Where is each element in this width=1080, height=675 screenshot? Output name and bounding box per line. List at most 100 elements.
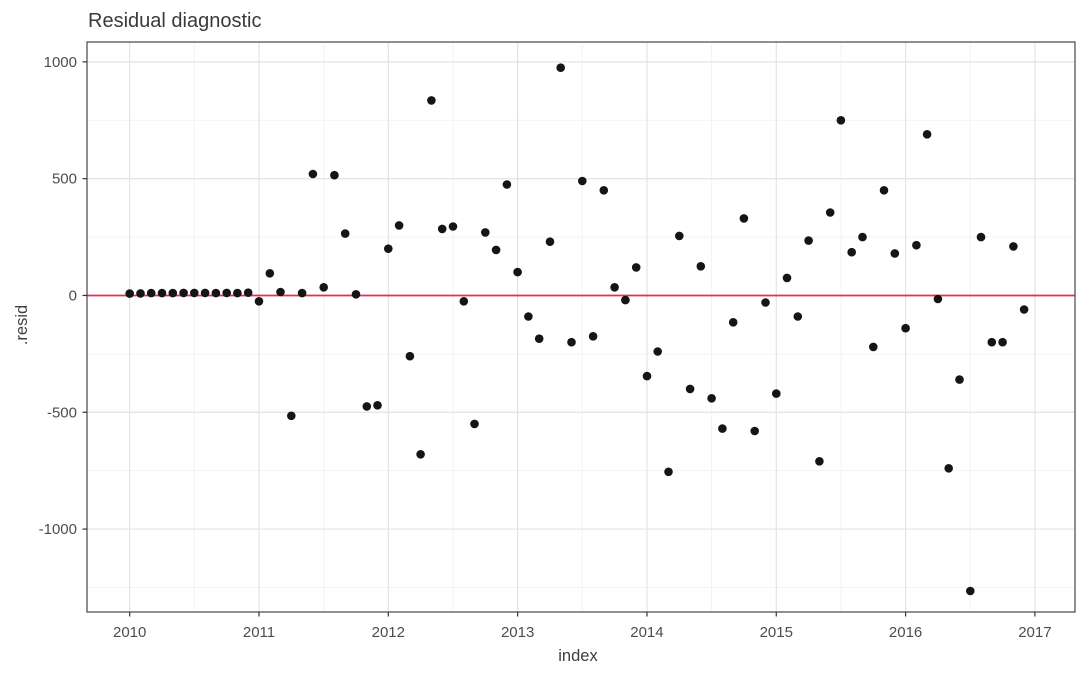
data-point [297, 288, 307, 298]
x-tick-label: 2014 [630, 624, 663, 641]
y-tick-label: 1000 [44, 54, 77, 71]
data-point [146, 288, 156, 298]
data-point [944, 464, 953, 473]
data-point [901, 323, 910, 333]
data-point [836, 116, 846, 125]
x-tick-label: 2015 [760, 624, 793, 641]
data-point [534, 334, 544, 344]
data-point [233, 288, 242, 298]
data-point [858, 232, 867, 242]
x-axis-label: index [558, 647, 598, 665]
panel-border [86, 41, 1076, 613]
data-point [1019, 305, 1029, 314]
data-point [287, 411, 296, 421]
x-tick-label: 2011 [243, 624, 275, 641]
y-tick-label: -500 [47, 404, 77, 421]
data-point [200, 288, 210, 298]
plot-panel: 2010 2011 2012 2013 2014 2015 2016 2017 -1000 -50… [39, 41, 1076, 641]
data-point [890, 249, 900, 258]
data-point [1009, 242, 1018, 251]
data-point [265, 269, 275, 278]
y-tick-label: -1000 [39, 521, 77, 538]
data-point [136, 289, 145, 298]
data-point [685, 384, 695, 394]
data-point [373, 401, 382, 410]
panel-background [87, 42, 1075, 612]
data-point [631, 263, 641, 272]
data-point [718, 424, 727, 433]
data-point [879, 186, 889, 195]
data-point [524, 312, 533, 321]
data-point [513, 267, 522, 277]
x-tick-label: 2016 [889, 624, 922, 641]
data-point [157, 288, 167, 298]
data-point [330, 170, 339, 180]
data-point [405, 351, 415, 361]
data-point [481, 228, 490, 237]
data-point [675, 231, 684, 241]
data-point [362, 402, 372, 411]
data-point [168, 288, 178, 298]
data-point [998, 337, 1007, 347]
data-point [869, 342, 878, 352]
data-point [222, 288, 231, 298]
data-point [761, 298, 770, 307]
data-point [653, 347, 662, 356]
data-point [211, 288, 221, 298]
data-point [308, 169, 318, 179]
y-tick-label: 500 [52, 171, 77, 188]
data-point [427, 96, 436, 105]
data-point [567, 337, 576, 347]
data-point [696, 262, 706, 271]
data-point [437, 224, 447, 234]
data-point [664, 467, 673, 477]
data-point [545, 237, 555, 246]
data-point [578, 176, 587, 186]
data-point [125, 289, 134, 298]
data-point [642, 371, 652, 381]
x-tick-label: 2017 [1018, 624, 1051, 641]
data-point [739, 214, 749, 223]
data-point [459, 297, 469, 306]
data-point [243, 288, 253, 298]
x-tick-label: 2013 [501, 624, 534, 641]
data-point [276, 287, 285, 297]
data-point [384, 244, 393, 253]
data-point [254, 297, 264, 306]
data-point [847, 247, 856, 257]
data-point [815, 457, 824, 466]
data-point [588, 332, 598, 341]
data-point [351, 290, 361, 299]
data-point [319, 283, 329, 292]
y-axis-label: .resid [13, 305, 31, 345]
data-point [933, 294, 943, 304]
data-point [599, 186, 609, 195]
data-point [966, 586, 975, 596]
data-point [621, 295, 630, 305]
data-point [394, 221, 404, 230]
data-point [502, 180, 512, 189]
data-point [190, 288, 199, 298]
data-point [772, 389, 781, 398]
data-point [707, 394, 716, 403]
data-point [340, 229, 350, 238]
chart-title: Residual diagnostic [88, 10, 261, 32]
data-point [804, 236, 813, 245]
data-point [728, 318, 738, 327]
data-point [750, 426, 759, 436]
data-point [955, 375, 964, 384]
data-point [976, 232, 986, 242]
data-point [470, 419, 479, 429]
data-point [912, 240, 921, 250]
data-point [987, 337, 997, 347]
data-point [825, 208, 835, 217]
data-point [610, 283, 619, 292]
data-point [922, 130, 932, 139]
data-point [793, 312, 803, 321]
x-tick-label: 2012 [372, 624, 405, 641]
data-point [782, 273, 792, 283]
x-tick-label: 2010 [113, 624, 146, 641]
data-point [416, 450, 425, 459]
